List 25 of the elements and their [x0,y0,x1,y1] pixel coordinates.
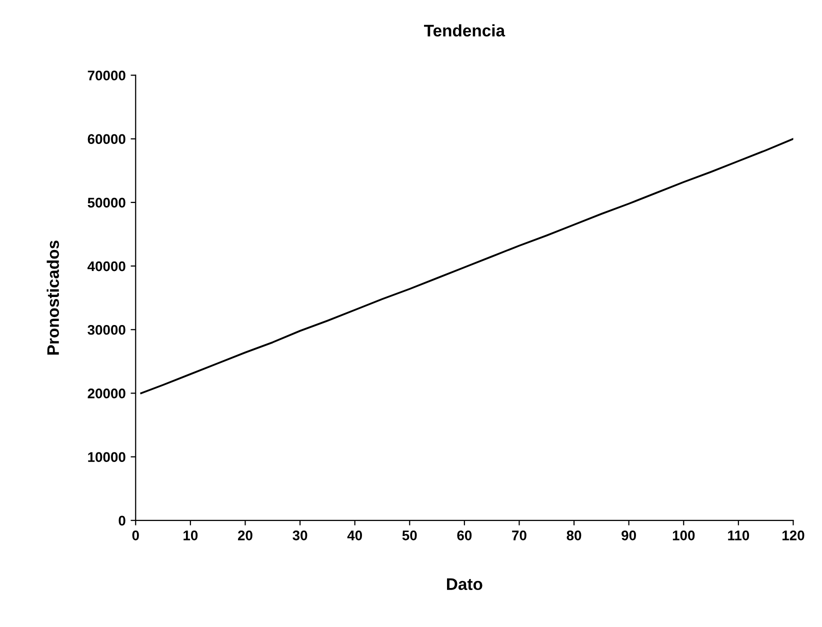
y-axis-title: Pronosticados [46,240,59,355]
y-tick-label: 30000 [88,324,126,335]
x-tick-label: 40 [347,530,362,540]
y-tick-label: 60000 [88,134,126,144]
x-tick-label: 60 [457,530,472,540]
x-axis-title: Dato [447,578,482,590]
x-tick-label: 90 [622,530,636,540]
x-tick-label: 80 [566,530,582,540]
y-tick-label: 70000 [88,70,126,80]
y-tick-label: 50000 [88,198,126,208]
x-tick-label: 0 [132,530,139,540]
y-tick-label: 40000 [88,261,126,272]
y-tick-label: 0 [118,516,126,526]
chart-title: Tendencia [424,24,506,37]
x-tick-label: 20 [238,530,252,540]
x-tick-label: 30 [292,530,308,540]
y-tick-label: 10000 [88,452,126,462]
x-tick-label: 100 [672,530,695,540]
x-tick-label: 50 [402,530,417,540]
y-tick-label: 20000 [88,388,126,398]
x-tick-label: 110 [728,530,750,540]
x-tick-label: 120 [782,530,804,540]
x-tick-label: 70 [512,530,526,540]
line-series [140,138,794,394]
x-tick-label: 10 [184,530,198,540]
